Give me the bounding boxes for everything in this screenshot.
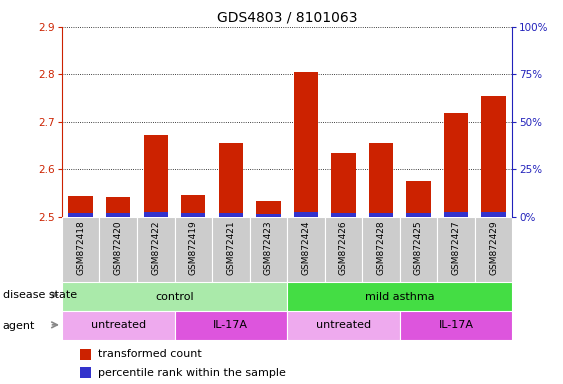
Bar: [218, 213, 243, 217]
Bar: [437, 217, 475, 282]
Bar: [475, 217, 512, 282]
Bar: [181, 195, 205, 217]
Bar: [175, 311, 287, 340]
Bar: [62, 311, 175, 340]
Bar: [62, 217, 100, 282]
Bar: [144, 212, 168, 217]
Bar: [325, 217, 362, 282]
Text: GSM872429: GSM872429: [489, 220, 498, 275]
Bar: [175, 217, 212, 282]
Text: disease state: disease state: [3, 290, 77, 300]
Bar: [256, 214, 280, 217]
Bar: [287, 217, 325, 282]
Bar: [362, 217, 400, 282]
Bar: [69, 195, 93, 217]
Text: GSM872419: GSM872419: [189, 220, 198, 275]
Bar: [481, 212, 506, 217]
Text: untreated: untreated: [316, 320, 371, 331]
Bar: [406, 213, 431, 217]
Bar: [331, 213, 356, 217]
Bar: [400, 217, 437, 282]
Text: IL-17A: IL-17A: [439, 320, 473, 331]
Text: GSM872426: GSM872426: [339, 220, 348, 275]
Bar: [369, 143, 393, 217]
Text: control: control: [155, 291, 194, 302]
Bar: [181, 213, 205, 217]
Bar: [106, 197, 131, 217]
Bar: [62, 282, 287, 311]
Bar: [444, 212, 468, 217]
Bar: [294, 72, 318, 217]
Text: GSM872423: GSM872423: [264, 220, 273, 275]
Bar: [287, 282, 512, 311]
Bar: [400, 311, 512, 340]
Bar: [144, 135, 168, 217]
Text: GSM872427: GSM872427: [452, 220, 461, 275]
Bar: [218, 143, 243, 217]
Text: agent: agent: [3, 321, 35, 331]
Text: GSM872424: GSM872424: [301, 220, 310, 275]
Text: untreated: untreated: [91, 320, 146, 331]
Text: GSM872425: GSM872425: [414, 220, 423, 275]
Bar: [369, 213, 393, 217]
Text: GSM872422: GSM872422: [151, 220, 160, 275]
Title: GDS4803 / 8101063: GDS4803 / 8101063: [217, 10, 358, 24]
Bar: [100, 217, 137, 282]
Bar: [256, 201, 280, 217]
Bar: [137, 217, 175, 282]
Bar: [249, 217, 287, 282]
Text: GSM872428: GSM872428: [377, 220, 386, 275]
Bar: [444, 113, 468, 217]
Bar: [294, 212, 318, 217]
Text: mild asthma: mild asthma: [365, 291, 435, 302]
Bar: [481, 96, 506, 217]
Bar: [212, 217, 249, 282]
Bar: [331, 153, 356, 217]
Bar: [80, 367, 91, 378]
Text: transformed count: transformed count: [98, 349, 202, 359]
Bar: [69, 213, 93, 217]
Bar: [287, 311, 400, 340]
Text: GSM872420: GSM872420: [114, 220, 123, 275]
Text: GSM872418: GSM872418: [76, 220, 85, 275]
Text: percentile rank within the sample: percentile rank within the sample: [98, 368, 286, 378]
Bar: [106, 213, 131, 217]
Bar: [80, 349, 91, 360]
Text: GSM872421: GSM872421: [226, 220, 235, 275]
Bar: [406, 181, 431, 217]
Text: IL-17A: IL-17A: [213, 320, 248, 331]
